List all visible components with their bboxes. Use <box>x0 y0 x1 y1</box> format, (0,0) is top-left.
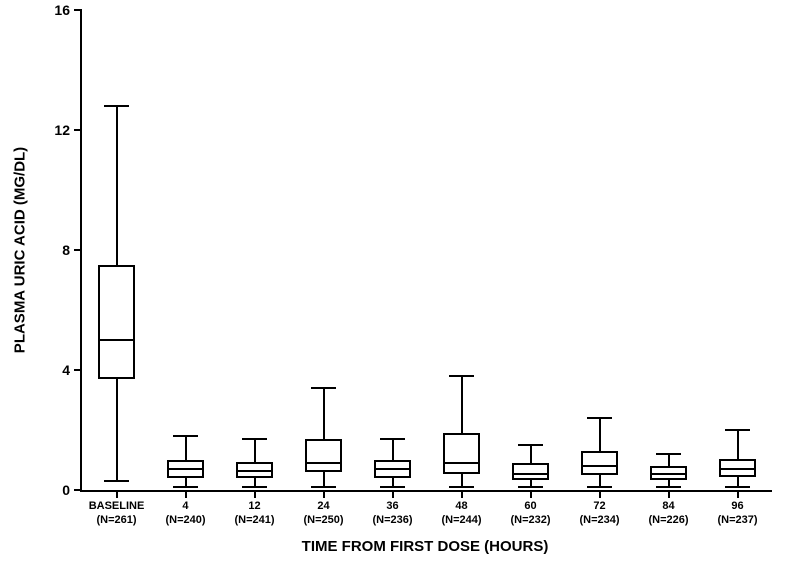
box <box>98 265 136 379</box>
x-tick-label: 84(N=226) <box>648 500 688 528</box>
x-tick-label: 96(N=237) <box>717 500 757 528</box>
median-line <box>236 470 274 472</box>
y-tick-label: 0 <box>62 482 70 498</box>
median-line <box>374 468 412 470</box>
whisker-upper <box>599 418 601 451</box>
whisker-cap-lower <box>173 486 197 488</box>
whisker-cap-upper <box>725 429 749 431</box>
whisker-cap-lower <box>656 486 680 488</box>
boxplot-figure: 0 4 8 12 16 BASELINE(N=261) 4(N=240) 12(N=241) 2… <box>0 0 812 583</box>
y-tick-label: 4 <box>62 362 70 378</box>
x-tick <box>392 490 394 498</box>
whisker-lower <box>116 379 118 481</box>
x-tick-label: 60(N=232) <box>510 500 550 528</box>
median-line <box>98 339 136 341</box>
whisker-cap-upper <box>242 438 266 440</box>
whisker-cap-lower <box>449 486 473 488</box>
median-line <box>581 465 619 467</box>
whisker-upper <box>461 376 463 433</box>
median-line <box>305 462 343 464</box>
x-tick <box>323 490 325 498</box>
y-tick-label: 8 <box>62 242 70 258</box>
x-tick-label: 72(N=234) <box>579 500 619 528</box>
x-tick <box>737 490 739 498</box>
x-tick <box>185 490 187 498</box>
x-tick <box>254 490 256 498</box>
x-tick <box>530 490 532 498</box>
whisker-cap-lower <box>242 486 266 488</box>
whisker-cap-lower <box>104 480 128 482</box>
y-tick <box>74 369 82 371</box>
y-tick <box>74 9 82 11</box>
box <box>305 439 343 472</box>
y-tick <box>74 489 82 491</box>
x-tick <box>599 490 601 498</box>
whisker-cap-upper <box>380 438 404 440</box>
whisker-lower <box>461 474 463 488</box>
x-tick-label: 48(N=244) <box>441 500 481 528</box>
x-tick <box>116 490 118 498</box>
median-line <box>650 473 688 475</box>
plot-area: 0481216BASELINE(N=261)4(N=240)12(N=241)2… <box>80 10 772 492</box>
whisker-cap-upper <box>311 387 335 389</box>
whisker-cap-upper <box>587 417 611 419</box>
whisker-upper <box>530 445 532 463</box>
y-tick <box>74 249 82 251</box>
whisker-upper <box>737 430 739 459</box>
whisker-cap-lower <box>311 486 335 488</box>
median-line <box>719 468 757 470</box>
whisker-cap-upper <box>518 444 542 446</box>
whisker-upper <box>668 454 670 466</box>
x-axis-label: TIME FROM FIRST DOSE (HOURS) <box>302 538 549 555</box>
whisker-cap-lower <box>725 486 749 488</box>
whisker-cap-upper <box>656 453 680 455</box>
whisker-lower <box>323 472 325 487</box>
x-tick-label: BASELINE(N=261) <box>89 500 145 528</box>
y-tick <box>74 129 82 131</box>
whisker-cap-upper <box>173 435 197 437</box>
median-line <box>167 468 205 470</box>
whisker-cap-lower <box>587 486 611 488</box>
whisker-upper <box>392 439 394 460</box>
y-tick-label: 16 <box>54 2 70 18</box>
x-tick <box>461 490 463 498</box>
box <box>443 433 481 474</box>
whisker-cap-lower <box>380 486 404 488</box>
whisker-upper <box>185 436 187 460</box>
whisker-cap-upper <box>104 105 128 107</box>
whisker-cap-lower <box>518 486 542 488</box>
x-tick-label: 36(N=236) <box>372 500 412 528</box>
whisker-upper <box>323 388 325 439</box>
median-line <box>512 473 550 475</box>
x-tick-label: 24(N=250) <box>303 500 343 528</box>
whisker-upper <box>116 106 118 265</box>
x-tick-label: 4(N=240) <box>165 500 205 528</box>
y-tick-label: 12 <box>54 122 70 138</box>
box <box>512 463 550 480</box>
whisker-cap-upper <box>449 375 473 377</box>
median-line <box>443 462 481 464</box>
box <box>581 451 619 475</box>
x-tick <box>668 490 670 498</box>
x-tick-label: 12(N=241) <box>234 500 274 528</box>
y-axis-label: PLASMA URIC ACID (MG/DL) <box>12 147 29 353</box>
whisker-upper <box>254 439 256 462</box>
